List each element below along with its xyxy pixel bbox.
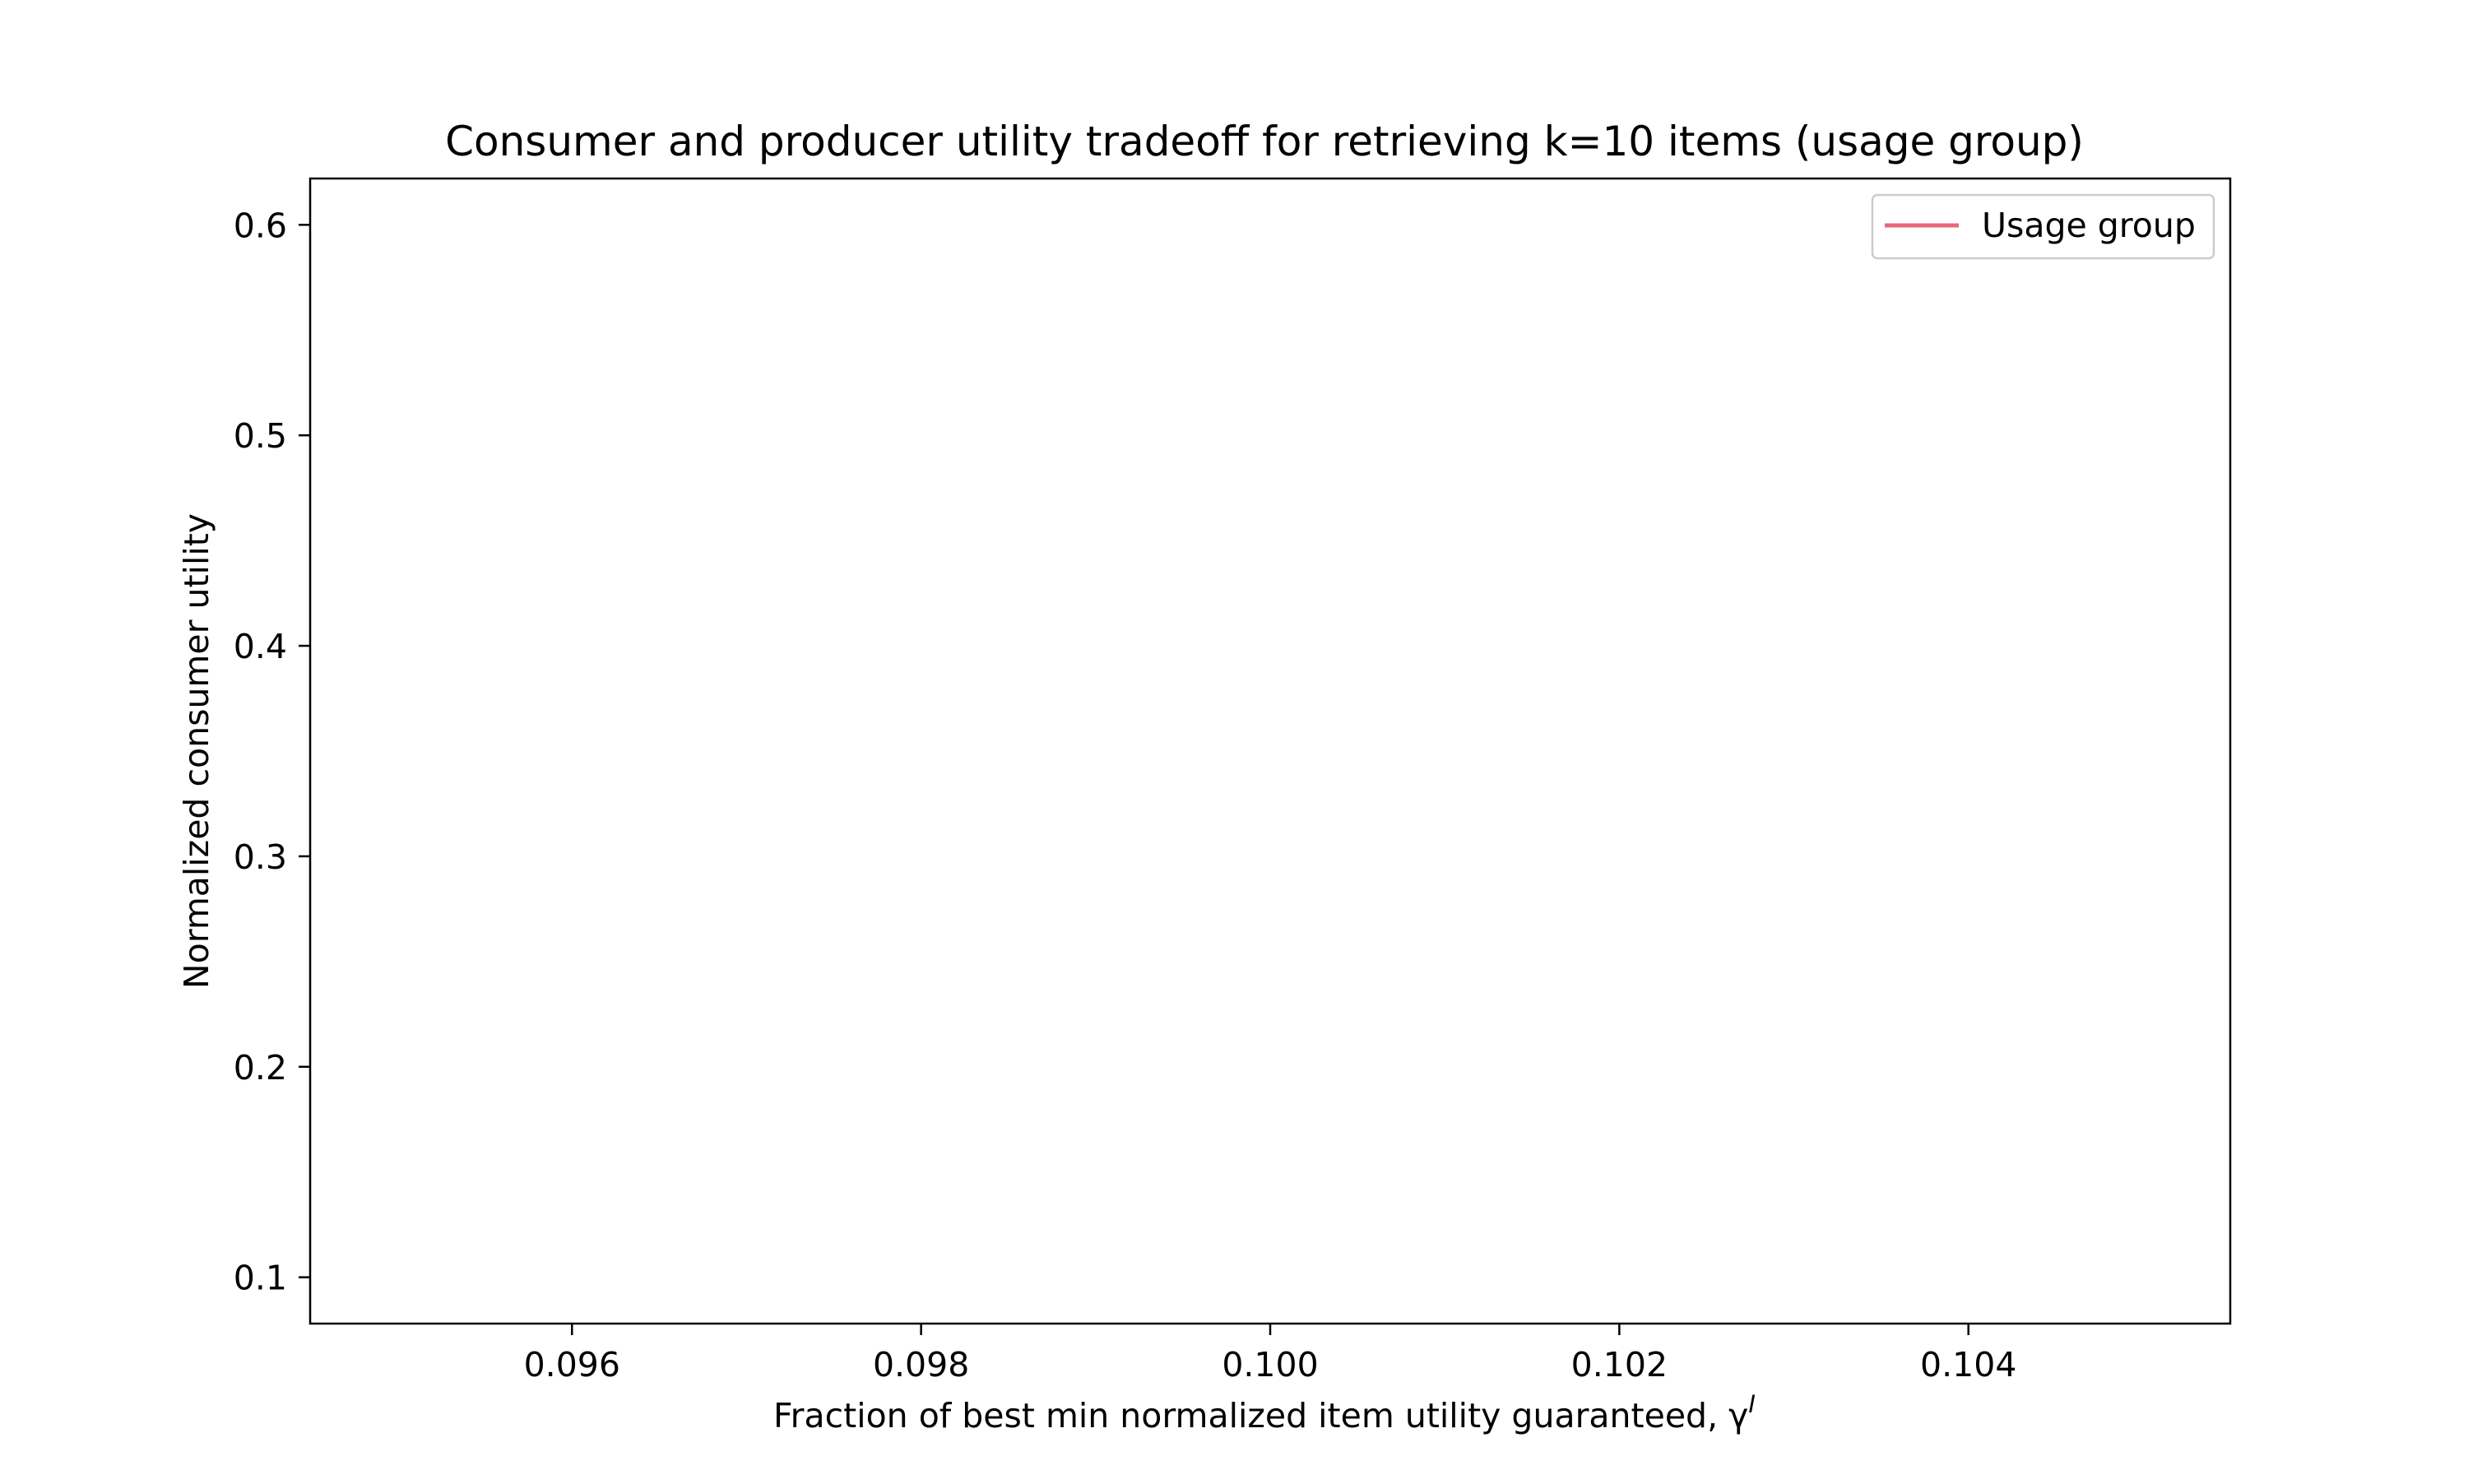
legend-label-usage-group: Usage group <box>1982 206 2196 245</box>
y-tick-label: 0.2 <box>234 1048 287 1087</box>
x-axis-label-text: Fraction of best min normalized item uti… <box>773 1396 1748 1435</box>
x-tick-label: 0.102 <box>1571 1345 1668 1384</box>
chart-title: Consumer and producer utility tradeoff f… <box>445 118 2084 165</box>
y-tick-label: 0.1 <box>234 1259 287 1298</box>
y-axis-label: Normalized consumer utility <box>177 513 216 989</box>
x-axis-label-superscript: I <box>1748 1390 1756 1418</box>
plot-area-frame <box>308 177 2232 1325</box>
y-tick-label: 0.4 <box>234 627 287 666</box>
x-axis-label: Fraction of best min normalized item uti… <box>773 1390 1756 1435</box>
x-tick-label: 0.096 <box>524 1345 620 1384</box>
legend-frame <box>1871 193 2215 260</box>
y-tick-label: 0.5 <box>234 416 287 456</box>
legend: Usage group <box>1871 193 2215 260</box>
x-tick-label: 0.100 <box>1222 1345 1318 1384</box>
y-tick-label: 0.6 <box>234 206 287 245</box>
ticks-layer: 0.096 0.098 0.100 0.102 0.104 0.1 0.2 0.3 0.4 0.5… <box>234 206 2017 1384</box>
x-tick-label: 0.104 <box>1920 1345 2016 1384</box>
y-tick-label: 0.3 <box>234 837 287 877</box>
x-tick-label: 0.098 <box>873 1345 969 1384</box>
